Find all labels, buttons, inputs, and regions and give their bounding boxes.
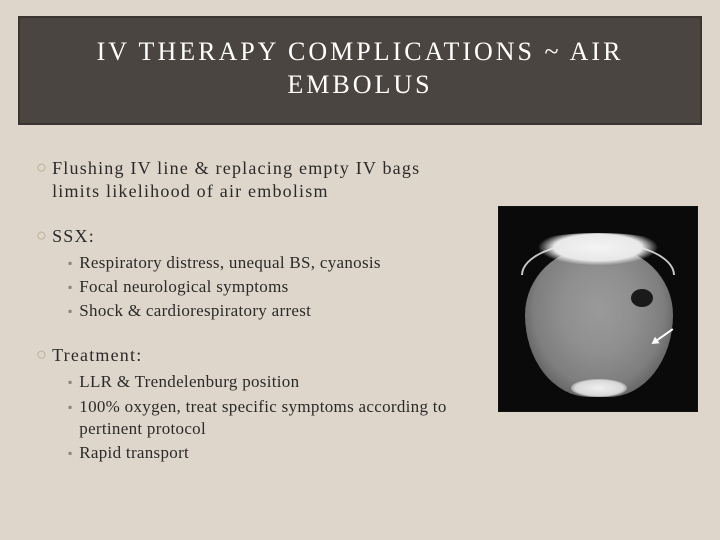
sub-text: Respiratory distress, unequal BS, cyanos… [79,252,381,274]
square-bullet-icon: ▪ [68,371,72,393]
square-bullet-icon: ▪ [68,276,72,298]
bullet-3-sublist: ▪ LLR & Trendelenburg position ▪ 100% ox… [68,371,488,463]
sub-item: ▪ Respiratory distress, unequal BS, cyan… [68,252,488,274]
slide-title: IV THERAPY COMPLICATIONS ~ AIR EMBOLUS [97,37,624,99]
bullet-2-sublist: ▪ Respiratory distress, unequal BS, cyan… [68,252,488,322]
sub-item: ▪ Shock & cardiorespiratory arrest [68,300,488,322]
square-bullet-icon: ▪ [68,396,72,418]
circle-bullet-icon: ○ [36,157,48,179]
sub-text: 100% oxygen, treat specific symptoms acc… [79,396,488,440]
bullet-3-text: Treatment: [52,344,142,367]
square-bullet-icon: ▪ [68,300,72,322]
sub-text: Focal neurological symptoms [79,276,288,298]
slide-title-band: IV THERAPY COMPLICATIONS ~ AIR EMBOLUS [18,16,702,125]
bullet-1: ○ Flushing IV line & replacing empty IV … [36,157,684,203]
sub-text: Rapid transport [79,442,189,464]
circle-bullet-icon: ○ [36,225,48,247]
ct-air-lesion [631,289,653,307]
bullet-1-text: Flushing IV line & replacing empty IV ba… [52,157,472,203]
sub-text: Shock & cardiorespiratory arrest [79,300,311,322]
ct-scan-image [498,206,698,412]
square-bullet-icon: ▪ [68,442,72,464]
sub-text: LLR & Trendelenburg position [79,371,299,393]
bullet-2-text: SSX: [52,225,95,248]
sub-item: ▪ Focal neurological symptoms [68,276,488,298]
sub-item: ▪ LLR & Trendelenburg position [68,371,488,393]
sub-item: ▪ Rapid transport [68,442,488,464]
square-bullet-icon: ▪ [68,252,72,274]
ct-frontal-highlight [519,233,677,269]
ct-posterior-highlight [571,379,627,397]
sub-item: ▪ 100% oxygen, treat specific symptoms a… [68,396,488,440]
circle-bullet-icon: ○ [36,344,48,366]
